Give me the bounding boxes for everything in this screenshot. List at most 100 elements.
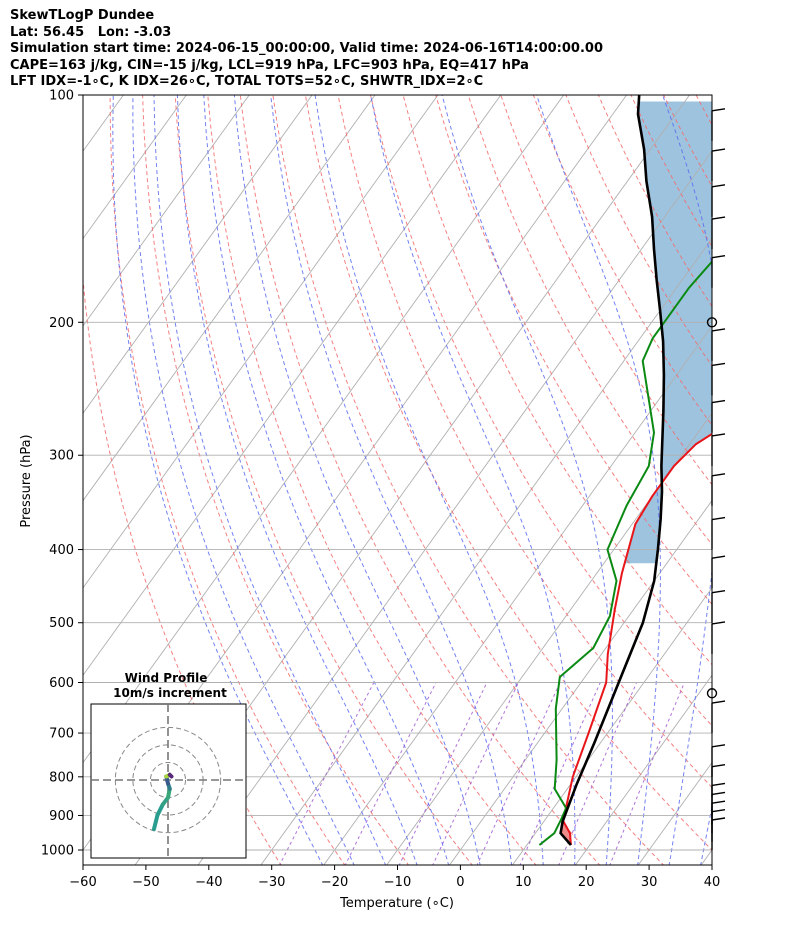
dry-adiabat bbox=[761, 95, 794, 866]
barb-flag bbox=[711, 516, 726, 521]
moist-adiabat bbox=[662, 95, 712, 865]
axis-ticks: −60 −50 −40 −30 −20 −10 0 10 20 30 40 100 200 300 400 5… bbox=[41, 89, 720, 891]
mixing-ratio-line bbox=[344, 682, 437, 865]
moist-adiabat bbox=[700, 803, 712, 865]
dry-adiabat bbox=[337, 95, 712, 789]
cape-fill bbox=[624, 101, 712, 564]
y-tick-label: 900 bbox=[49, 809, 74, 824]
barb-flag bbox=[711, 433, 726, 437]
isotherm-line bbox=[260, 237, 712, 865]
barb-flag bbox=[711, 184, 726, 188]
x-tick-label: 10 bbox=[515, 875, 532, 890]
mixing-ratio-line bbox=[519, 682, 601, 865]
barb-flag bbox=[711, 782, 726, 787]
calm-wind-marker bbox=[706, 688, 718, 699]
mixing-ratio-line bbox=[432, 682, 519, 865]
x-tick-label: 30 bbox=[641, 875, 658, 890]
barb-flag bbox=[711, 590, 726, 594]
wind-barb bbox=[711, 590, 726, 623]
wind-barb bbox=[711, 399, 726, 433]
x-tick-label: −60 bbox=[69, 875, 96, 890]
wind-barb bbox=[711, 328, 726, 361]
y-tick-label: 700 bbox=[49, 727, 74, 742]
stability-indices: LFT IDX=-1∘C, K IDX=26∘C, TOTAL TOTS=52∘… bbox=[10, 74, 484, 89]
moist-adiabat bbox=[536, 95, 661, 865]
barb-flag bbox=[711, 744, 726, 748]
x-tick-label: 20 bbox=[578, 875, 595, 890]
moist-adiabat bbox=[233, 95, 481, 865]
isotherm-line bbox=[449, 499, 712, 865]
cin-fill bbox=[560, 822, 571, 845]
mixing-ratio-line bbox=[398, 682, 488, 865]
y-tick-label: 600 bbox=[49, 676, 74, 691]
dry-adiabat bbox=[304, 95, 712, 851]
hodograph-ring bbox=[114, 726, 222, 834]
isotherm-line bbox=[700, 849, 712, 865]
convective-params: CAPE=163 j/kg, CIN=-15 j/kg, LCL=919 hPa… bbox=[10, 57, 529, 73]
wind-barb bbox=[711, 744, 726, 777]
hodograph-inset: Wind Profile 10m/s increment bbox=[90, 671, 247, 859]
hodograph-title: Wind Profile bbox=[125, 671, 208, 685]
wind-barb bbox=[711, 764, 726, 797]
barb-flag bbox=[711, 328, 726, 332]
y-tick-label: 100 bbox=[49, 89, 74, 104]
y-tick-label: 400 bbox=[49, 543, 74, 558]
wind-barb bbox=[711, 555, 726, 589]
y-tick-label: 300 bbox=[49, 449, 74, 464]
dry-adiabat bbox=[207, 95, 537, 865]
isotherm-line bbox=[574, 674, 712, 865]
barb-flag bbox=[711, 800, 726, 804]
moist-adiabat bbox=[176, 95, 418, 865]
moist-adiabat bbox=[441, 95, 613, 865]
dry-adiabat bbox=[272, 95, 665, 865]
hodograph-segment bbox=[151, 813, 160, 832]
wind-barb bbox=[711, 800, 726, 834]
hodograph-segment bbox=[167, 772, 174, 779]
dry-adiabat bbox=[239, 95, 601, 865]
y-tick-label: 200 bbox=[49, 316, 74, 331]
temperature-profile-line bbox=[562, 432, 712, 846]
x-axis-label: Temperature (∘C) bbox=[339, 896, 454, 911]
dry-adiabat bbox=[467, 95, 712, 546]
mixing-ratio-line bbox=[476, 682, 561, 865]
x-tick-label: −50 bbox=[132, 875, 159, 890]
x-tick-label: 40 bbox=[704, 875, 721, 890]
y-axis-label: Pressure (hPa) bbox=[19, 434, 34, 527]
dry-adiabat bbox=[109, 95, 346, 865]
barb-flag bbox=[711, 817, 726, 821]
moist-adiabat bbox=[203, 95, 450, 865]
x-tick-label: −40 bbox=[195, 875, 222, 890]
x-tick-label: −30 bbox=[258, 875, 285, 890]
wind-barb bbox=[711, 621, 726, 654]
moist-adiabat bbox=[314, 95, 544, 865]
wind-barb bbox=[711, 362, 726, 396]
barb-flag bbox=[711, 255, 726, 259]
barb-flag bbox=[711, 216, 726, 220]
barb-flag bbox=[711, 399, 726, 404]
wind-barb bbox=[711, 148, 726, 182]
barb-flag bbox=[711, 621, 726, 625]
y-tick-label: 1000 bbox=[41, 844, 74, 859]
mixing-ratio-line bbox=[279, 682, 375, 865]
x-tick-label: −10 bbox=[384, 875, 411, 890]
mixing-ratio-line bbox=[609, 682, 685, 865]
calm-wind-marker bbox=[706, 317, 718, 328]
dry-adiabat bbox=[402, 95, 712, 666]
barb-flag bbox=[711, 555, 726, 559]
barb-flag bbox=[711, 764, 726, 768]
y-tick-label: 500 bbox=[49, 616, 74, 631]
dry-adiabat bbox=[142, 95, 410, 865]
x-tick-label: 0 bbox=[456, 875, 464, 890]
wind-barb bbox=[711, 809, 726, 842]
wind-barb bbox=[711, 255, 726, 288]
wind-barb bbox=[711, 700, 726, 734]
x-tick-label: −20 bbox=[321, 875, 348, 890]
moist-adiabat bbox=[132, 95, 355, 865]
y-tick-label: 800 bbox=[49, 770, 74, 785]
isotherm-line bbox=[83, 95, 502, 677]
dry-adiabat bbox=[500, 95, 712, 486]
wind-barb bbox=[711, 516, 726, 550]
barb-flag bbox=[711, 108, 726, 112]
wind-barb bbox=[711, 433, 726, 466]
